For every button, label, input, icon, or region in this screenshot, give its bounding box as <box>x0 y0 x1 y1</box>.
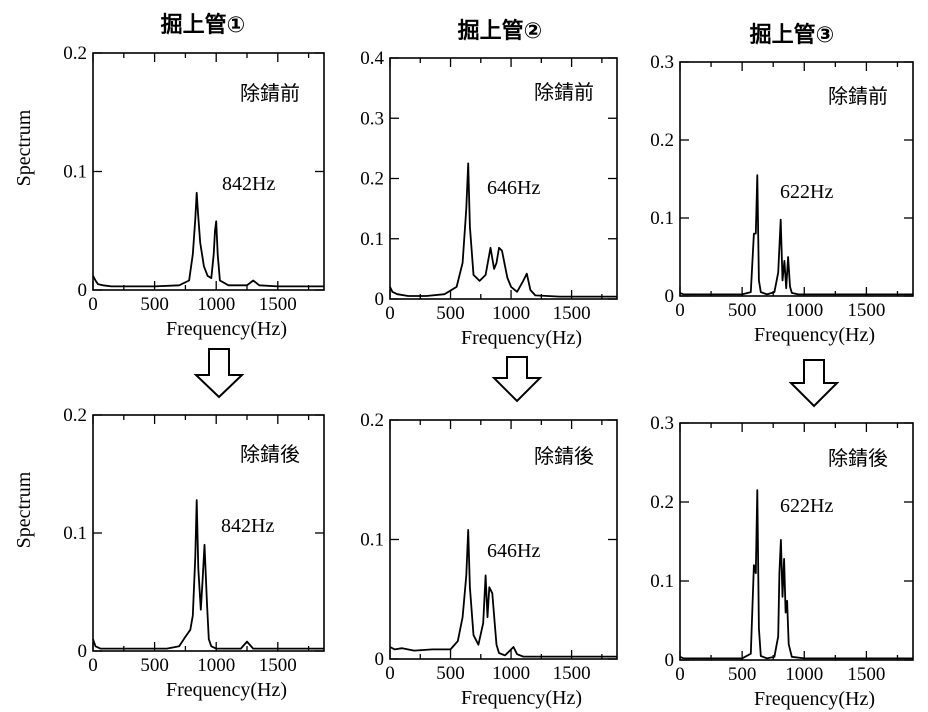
x-tick-label: 1000 <box>492 663 530 684</box>
y-tick-label: 0.1 <box>360 229 384 250</box>
ylabel-row-2: Spectrum <box>13 471 35 548</box>
x-tick-label: 500 <box>436 303 465 324</box>
x-axis-label: Frequency(Hz) <box>166 679 287 701</box>
y-tick-label: 0.1 <box>650 208 674 229</box>
x-tick-label: 500 <box>140 655 169 676</box>
y-tick-label: 0.2 <box>360 169 384 190</box>
x-axis-label: Frequency(Hz) <box>754 688 875 710</box>
x-tick-label: 1000 <box>785 664 823 685</box>
spectrum-panel-3: 0 500 1000 1500 0 0.1 0.2 0.3 除錆前 622Hz Frequency(… <box>650 52 914 346</box>
column-title-1: 掘上管① <box>161 12 246 38</box>
y-tick-label: 0.1 <box>360 530 384 551</box>
x-tick-label: 0 <box>385 303 395 324</box>
condition-label: 除錆前 <box>240 81 300 105</box>
x-tick-label: 500 <box>140 294 169 315</box>
x-tick-label: 1000 <box>492 303 530 324</box>
y-tick-label: 0.3 <box>650 52 674 73</box>
x-tick-label: 0 <box>675 300 685 321</box>
condition-label: 除錆前 <box>828 84 888 108</box>
plot-frame <box>679 61 914 297</box>
x-axis-label: Frequency(Hz) <box>461 687 582 709</box>
spectrum-line <box>679 174 913 296</box>
y-tick-label: 0.1 <box>63 523 87 544</box>
x-tick-label: 0 <box>385 663 395 684</box>
x-tick-label: 1000 <box>197 655 235 676</box>
x-tick-label: 0 <box>88 294 98 315</box>
peak-frequency-label: 622Hz <box>780 495 833 517</box>
x-tick-label: 500 <box>728 664 757 685</box>
spectrum-panel-6: 0 500 1000 1500 0 0.1 0.2 0.3 除錆後 622Hz Frequency(… <box>650 413 914 710</box>
y-tick-label: 0.2 <box>360 410 384 431</box>
down-arrow-2 <box>491 356 543 403</box>
x-axis-label: Frequency(Hz) <box>461 327 582 349</box>
x-tick-label: 0 <box>88 655 98 676</box>
spectrum-panel-5: 0 500 1000 1500 0 0.1 0.2 除錆後 646Hz Frequency(Hz) <box>360 410 618 709</box>
x-tick-label: 1000 <box>197 294 235 315</box>
peak-frequency-label: 646Hz <box>487 540 540 562</box>
spectrum-line <box>679 489 913 660</box>
x-tick-label: 500 <box>728 300 757 321</box>
y-tick-label: 0 <box>665 650 675 671</box>
x-tick-label: 1500 <box>259 294 297 315</box>
x-tick-label: 1500 <box>553 303 591 324</box>
spectrum-line <box>92 499 324 650</box>
x-tick-label: 0 <box>675 664 685 685</box>
peak-frequency-label: 646Hz <box>487 177 540 199</box>
down-arrow-3 <box>788 359 840 408</box>
y-tick-label: 0.2 <box>650 130 674 151</box>
x-tick-label: 1500 <box>847 664 885 685</box>
condition-label: 除錆後 <box>534 444 594 468</box>
y-tick-label: 0 <box>665 286 675 307</box>
y-tick-label: 0.2 <box>650 492 674 513</box>
y-tick-label: 0.1 <box>63 162 87 183</box>
y-tick-label: 0.2 <box>63 43 87 64</box>
y-tick-label: 0.3 <box>360 108 384 129</box>
y-tick-label: 0 <box>78 641 88 662</box>
condition-label: 除錆後 <box>240 442 300 466</box>
y-tick-label: 0 <box>375 289 385 310</box>
y-tick-label: 0.1 <box>650 571 674 592</box>
column-title-3: 掘上管③ <box>750 22 835 48</box>
condition-label: 除錆前 <box>534 80 594 104</box>
y-tick-label: 0.4 <box>360 48 384 69</box>
spectrum-panel-4: 0 500 1000 1500 0 0.1 0.2 除錆後 842Hz Frequency(Hz) <box>63 405 325 701</box>
down-arrow-1 <box>193 348 245 399</box>
x-tick-label: 1500 <box>553 663 591 684</box>
y-tick-label: 0 <box>78 280 88 301</box>
panels: 0 500 1000 1500 0 0.1 0.2 除錆前 842Hz Frequency(Hz)… <box>63 43 914 710</box>
spectrum-line <box>92 191 324 288</box>
x-axis-label: Frequency(Hz) <box>166 318 287 340</box>
x-tick-label: 1500 <box>259 655 297 676</box>
y-tick-label: 0 <box>375 649 385 670</box>
condition-label: 除錆後 <box>828 446 888 470</box>
column-title-2: 掘上管② <box>458 18 543 44</box>
spectrum-line <box>389 529 617 658</box>
y-tick-label: 0.3 <box>650 413 674 434</box>
ylabel-row-1: Spectrum <box>13 109 35 186</box>
peak-frequency-label: 622Hz <box>780 181 833 203</box>
spectrum-panel-1: 0 500 1000 1500 0 0.1 0.2 除錆前 842Hz Frequency(Hz) <box>63 43 325 340</box>
x-tick-label: 500 <box>436 663 465 684</box>
peak-frequency-label: 842Hz <box>222 173 275 195</box>
x-tick-label: 1000 <box>785 300 823 321</box>
peak-frequency-label: 842Hz <box>221 515 274 537</box>
plot-frame <box>679 422 914 661</box>
x-tick-label: 1500 <box>847 300 885 321</box>
spectrum-panel-2: 0 500 1000 1500 0 0.1 0.2 0.3 0.4 除錆前 646Hz Frequen… <box>360 48 618 349</box>
y-tick-label: 0.2 <box>63 405 87 426</box>
x-axis-label: Frequency(Hz) <box>754 324 875 346</box>
spectrum-line <box>389 162 617 298</box>
